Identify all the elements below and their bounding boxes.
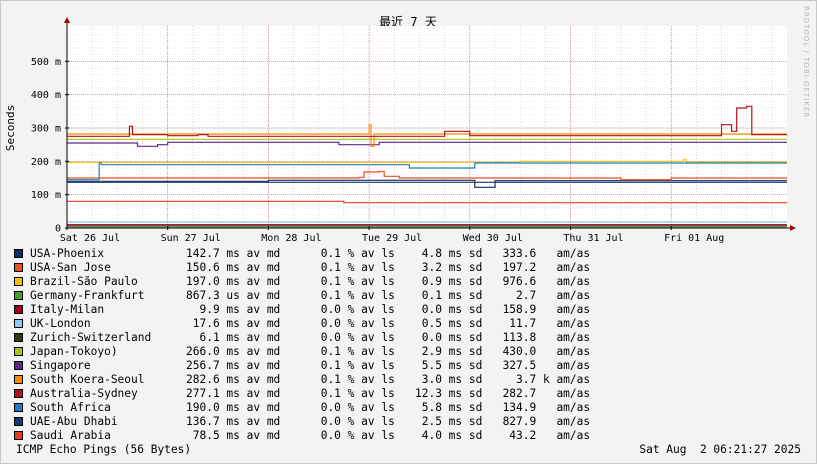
legend-series-stats: 6.1 ms av md 0.0 % av ls 0.0 ms sd 113.8… xyxy=(186,331,591,344)
legend-entry: South Africa 190.0 ms av md 0.0 % av ls 5… xyxy=(14,401,654,415)
probe-description: ICMP Echo Pings (56 Bytes) xyxy=(16,443,192,456)
legend-series-name: UK-London xyxy=(30,317,91,330)
legend-series-name: USA-San Jose xyxy=(30,261,111,274)
legend-series-name: Japan-Tokoyo) xyxy=(30,345,118,358)
legend-series-name: Brazil-São Paulo xyxy=(30,275,138,288)
legend-series-name: UAE-Abu Dhabi xyxy=(30,415,118,428)
legend-series-name: Italy-Milan xyxy=(30,303,105,316)
legend-entry: UAE-Abu Dhabi 136.7 ms av md 0.0 % av ls … xyxy=(14,415,654,429)
legend-series-stats: 190.0 ms av md 0.0 % av ls 5.8 ms sd 134… xyxy=(186,401,591,414)
legend-series-name: Zurich-Switzerland xyxy=(30,331,152,344)
legend-entry: Italy-Milan 9.9 ms av md 0.0 % av ls 0.0… xyxy=(14,303,654,317)
series-line-11 xyxy=(67,162,787,181)
legend-swatch xyxy=(14,361,23,370)
y-tick-label: 200 m xyxy=(31,157,61,168)
x-tick-label: Wed 30 Jul xyxy=(463,233,523,244)
legend-series-name: Germany-Frankfurt xyxy=(30,289,145,302)
series-line-10 xyxy=(67,105,787,137)
x-tick-label: Fri 01 Aug xyxy=(664,233,724,244)
legend-series-stats: 9.9 ms av md 0.0 % av ls 0.0 ms sd 158.9… xyxy=(186,303,591,316)
y-tick-label: 300 m xyxy=(31,124,61,135)
y-axis-arrow xyxy=(64,17,70,23)
legend-series-name: Saudi Arabia xyxy=(30,429,111,442)
legend-series-stats: 867.3 us av md 0.1 % av ls 0.1 ms sd 2.7… xyxy=(186,289,591,302)
series-line-9 xyxy=(67,124,787,147)
legend-entry: Australia-Sydney 277.1 ms av md 0.1 % av … xyxy=(14,387,654,401)
legend-entry: Brazil-São Paulo 197.0 ms av md 0.1 % av … xyxy=(14,275,654,289)
legend-series-stats: 150.6 ms av md 0.1 % av ls 3.2 ms sd 197… xyxy=(186,261,591,274)
series-line-13 xyxy=(67,200,787,204)
legend-swatch xyxy=(14,333,23,342)
legend-entry: USA-Phoenix 142.7 ms av md 0.1 % av ls 4.… xyxy=(14,247,654,261)
legend-entry: Japan-Tokoyo) 266.0 ms av md 0.1 % av ls … xyxy=(14,345,654,359)
y-tick-label: 500 m xyxy=(31,57,61,68)
legend-series-name: South Africa xyxy=(30,401,111,414)
chart-title: 最近 7 天 xyxy=(379,15,437,29)
series-line-2 xyxy=(67,159,787,163)
y-axis-label: Seconds xyxy=(4,105,17,151)
legend-swatch xyxy=(14,263,23,272)
legend-swatch xyxy=(14,403,23,412)
y-tick-label: 100 m xyxy=(31,190,61,201)
x-tick-label: Thu 31 Jul xyxy=(563,233,623,244)
legend-series-stats: 277.1 ms av md 0.1 % av ls 12.3 ms sd 28… xyxy=(186,387,591,400)
legend-entry: USA-San Jose 150.6 ms av md 0.1 % av ls 3… xyxy=(14,261,654,275)
legend-entry: South Koera-Seoul 282.6 ms av md 0.1 % av… xyxy=(14,373,654,387)
legend-series-stats: 266.0 ms av md 0.1 % av ls 2.9 ms sd 430… xyxy=(186,345,591,358)
plot-area xyxy=(67,26,787,228)
graph-timestamp: Sat Aug 2 06:21:27 2025 xyxy=(639,443,801,456)
legend-series-name: South Koera-Seoul xyxy=(30,373,145,386)
y-tick-label: 0 xyxy=(55,224,61,235)
legend: USA-Phoenix 142.7 ms av md 0.1 % av ls 4.… xyxy=(14,247,654,443)
legend-swatch xyxy=(14,375,23,384)
legend-series-stats: 136.7 ms av md 0.0 % av ls 2.5 ms sd 827… xyxy=(186,415,591,428)
legend-series-stats: 78.5 ms av md 0.0 % av ls 4.0 ms sd 43.2… xyxy=(186,429,591,442)
x-axis-arrow xyxy=(790,225,796,231)
legend-series-name: USA-Phoenix xyxy=(30,247,105,260)
x-tick-label: Sat 26 Jul xyxy=(60,233,120,244)
x-tick-label: Mon 28 Jul xyxy=(261,233,321,244)
x-tick-label: Sun 27 Jul xyxy=(161,233,221,244)
legend-entry: Saudi Arabia 78.5 ms av md 0.0 % av ls 4… xyxy=(14,429,654,443)
legend-series-stats: 142.7 ms av md 0.1 % av ls 4.8 ms sd 333… xyxy=(186,247,591,260)
legend-swatch xyxy=(14,291,23,300)
legend-series-name: Singapore xyxy=(30,359,91,372)
legend-entry: Singapore 256.7 ms av md 0.1 % av ls 5.5 … xyxy=(14,359,654,373)
legend-swatch xyxy=(14,249,23,258)
legend-series-stats: 256.7 ms av md 0.1 % av ls 5.5 ms sd 327… xyxy=(186,359,591,372)
legend-swatch xyxy=(14,431,23,440)
y-tick-label: 400 m xyxy=(31,90,61,101)
legend-swatch xyxy=(14,277,23,286)
legend-series-stats: 17.6 ms av md 0.0 % av ls 0.5 ms sd 11.7… xyxy=(186,317,591,330)
series-line-8 xyxy=(67,141,787,147)
legend-series-name: Australia-Sydney xyxy=(30,387,138,400)
legend-series-stats: 282.6 ms av md 0.1 % av ls 3.0 ms sd 3.7… xyxy=(186,373,591,386)
legend-swatch xyxy=(14,305,23,314)
legend-entry: Zurich-Switzerland 6.1 ms av md 0.0 % av… xyxy=(14,331,654,345)
legend-swatch xyxy=(14,389,23,398)
legend-entry: Germany-Frankfurt 867.3 us av md 0.1 % av… xyxy=(14,289,654,303)
series-line-1 xyxy=(67,170,787,181)
legend-swatch xyxy=(14,347,23,356)
legend-entry: UK-London 17.6 ms av md 0.0 % av ls 0.5 … xyxy=(14,317,654,331)
rrdtool-watermark: RRDTOOL / TOBI OETIKER xyxy=(802,6,810,119)
series-line-0 xyxy=(67,179,787,188)
legend-series-stats: 197.0 ms av md 0.1 % av ls 0.9 ms sd 976… xyxy=(186,275,591,288)
legend-swatch xyxy=(14,319,23,328)
legend-swatch xyxy=(14,417,23,426)
x-tick-label: Tue 29 Jul xyxy=(362,233,422,244)
